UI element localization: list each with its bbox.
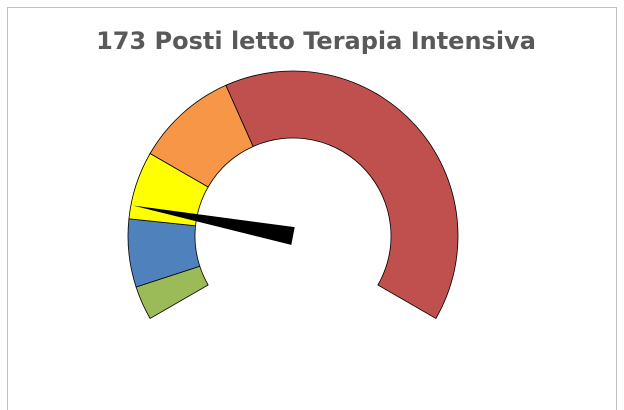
gauge-segment [225,70,459,320]
gauge-needle [132,205,295,245]
chart-title: 173 Posti letto Terapia Intensiva [96,27,536,55]
chart-border [7,7,617,410]
